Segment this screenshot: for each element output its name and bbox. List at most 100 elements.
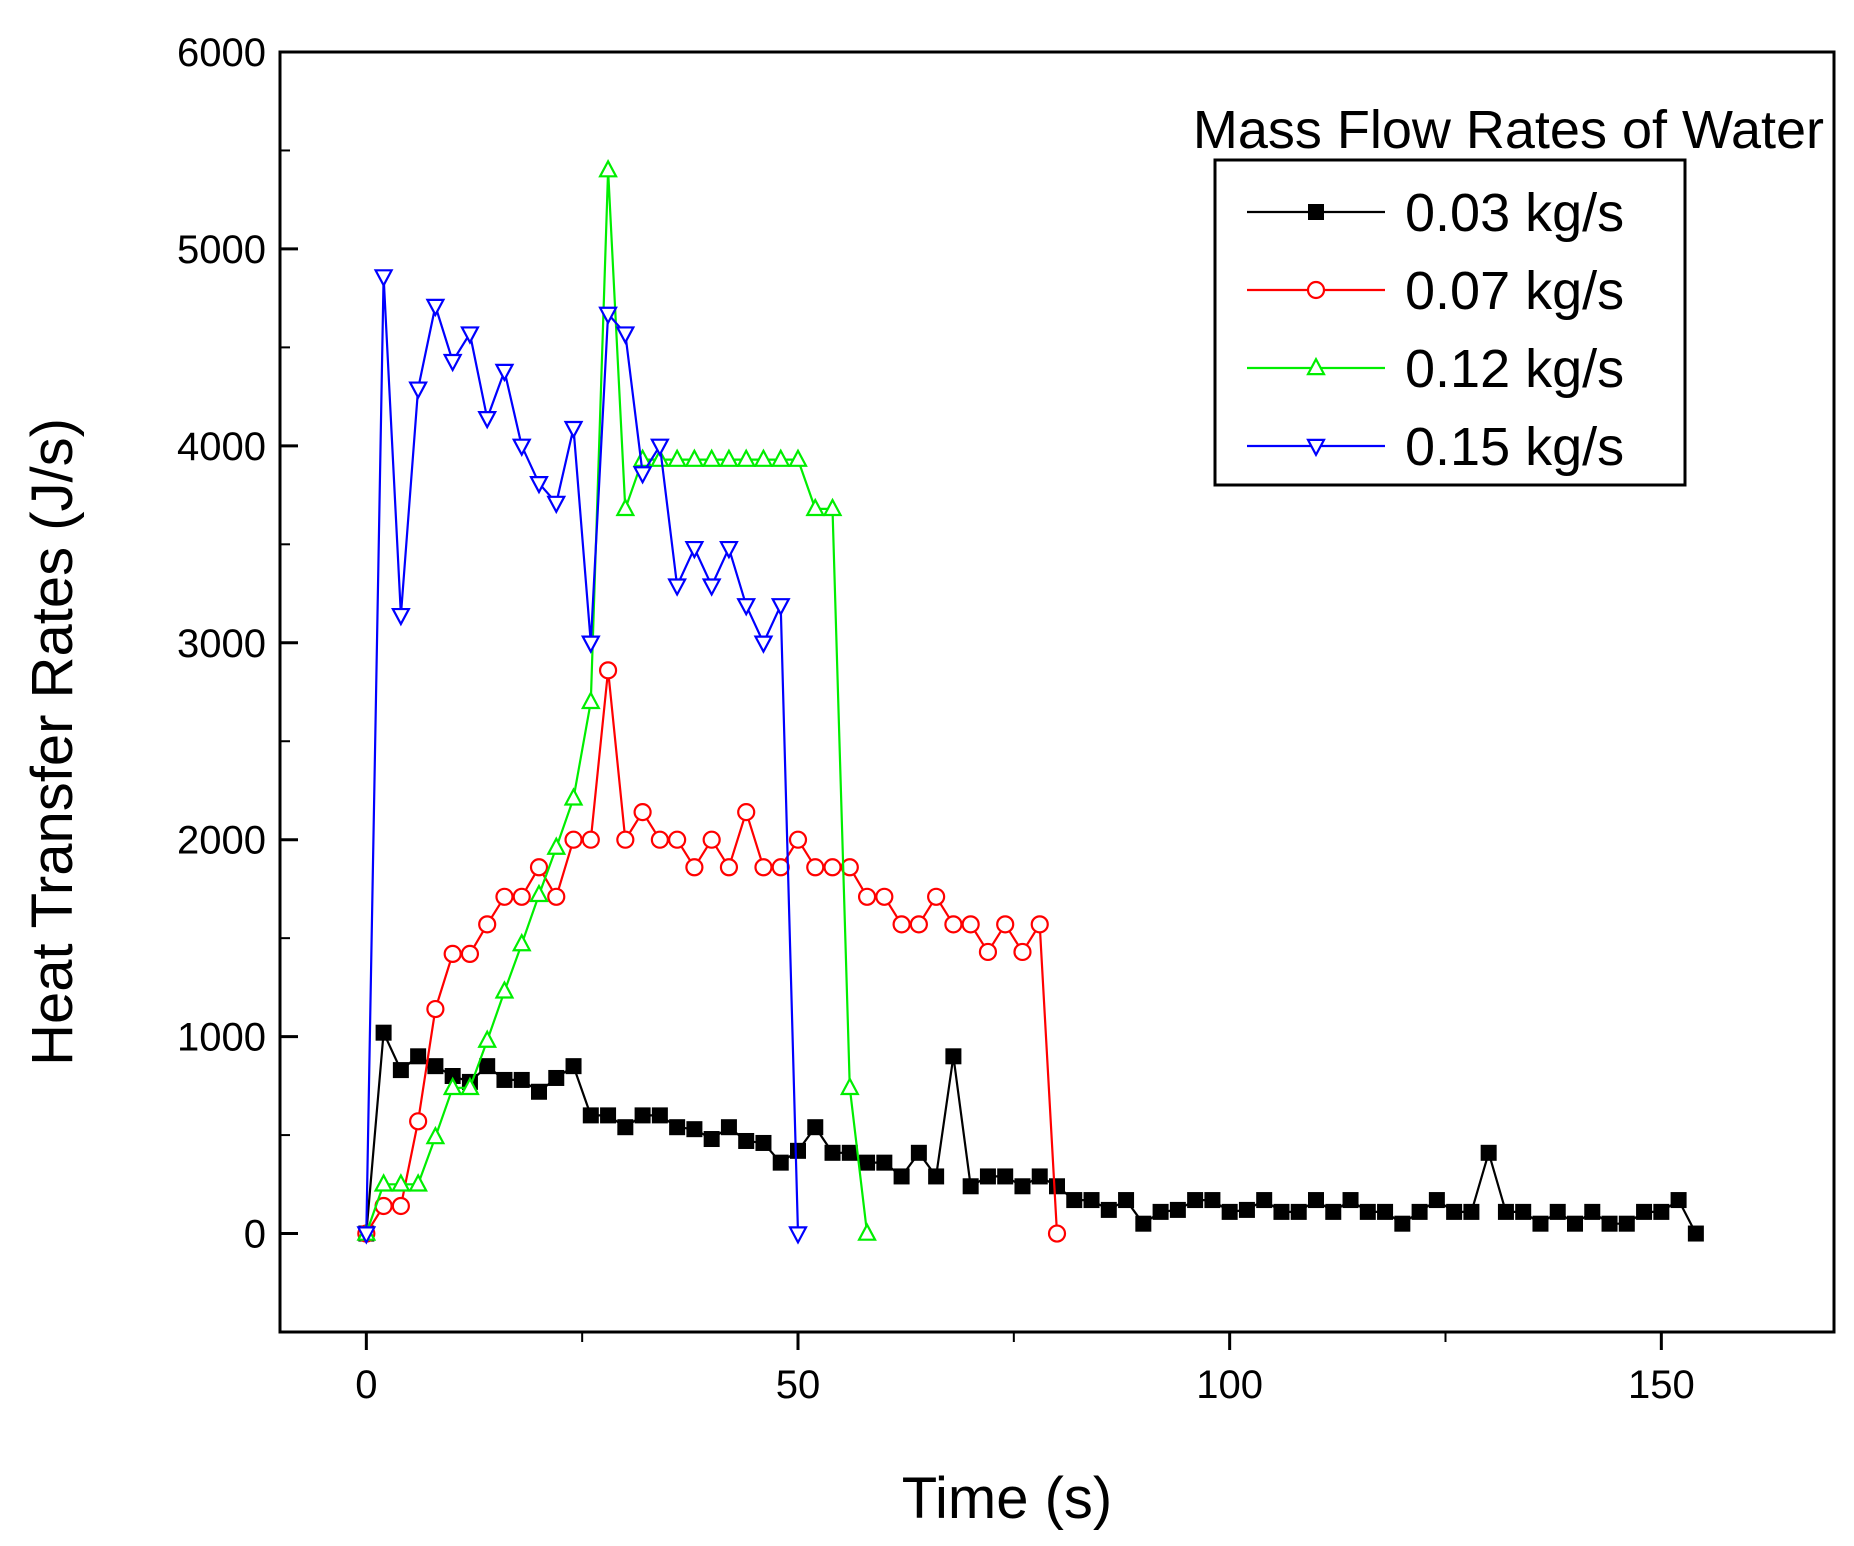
data-point [876, 1154, 893, 1171]
data-point [616, 830, 635, 849]
data-point [720, 1119, 737, 1136]
data-point [857, 1222, 877, 1241]
data-point [600, 1107, 617, 1124]
data-point [1428, 1192, 1445, 1209]
legend-marker [1308, 204, 1324, 220]
data-point [615, 326, 636, 345]
data-point [531, 1083, 547, 1100]
data-point [1687, 1225, 1704, 1242]
data-point [494, 363, 515, 383]
data-point [598, 306, 618, 326]
data-point [1497, 1203, 1514, 1220]
data-point [823, 858, 842, 877]
data-point [685, 858, 704, 877]
data-point [650, 438, 670, 457]
data-point [1394, 1215, 1411, 1232]
data-point [563, 787, 584, 806]
data-point [736, 448, 757, 467]
data-point [511, 438, 532, 457]
x-tick-label: 0 [355, 1363, 377, 1407]
data-point [581, 830, 600, 849]
data-point [1049, 1178, 1065, 1195]
data-point [807, 1119, 824, 1136]
data-point [633, 803, 652, 822]
legend-marker [1306, 438, 1326, 458]
data-point [928, 1168, 945, 1185]
data-point [841, 1144, 858, 1161]
data-point [753, 635, 774, 654]
data-point [1515, 1203, 1532, 1220]
data-point [1256, 1192, 1273, 1209]
data-point [944, 915, 963, 934]
data-point [651, 1107, 668, 1124]
legend-label: 0.07 kg/s [1405, 261, 1624, 321]
data-point [479, 1058, 496, 1075]
data-point [1013, 942, 1032, 962]
data-point [738, 1132, 755, 1149]
data-point [1670, 1192, 1687, 1209]
data-point [669, 1119, 686, 1136]
legend-item: 0.15 kg/s [1247, 417, 1624, 477]
tick-labels: 0 1000 2000 3000 4000 5000 6000 0 50 100 150 [177, 31, 1695, 1407]
data-point [442, 353, 463, 373]
legend-marker [1306, 280, 1326, 300]
data-point [684, 540, 705, 560]
data-point [1047, 1224, 1067, 1243]
y-tick-label: 2000 [177, 819, 266, 863]
legend-item: 0.07 kg/s [1247, 261, 1624, 321]
x-tick-label: 150 [1628, 1363, 1695, 1407]
data-point [1014, 1178, 1031, 1195]
data-point [444, 1068, 461, 1084]
data-point [598, 661, 618, 680]
data-point [650, 830, 669, 849]
data-point [478, 915, 497, 934]
data-point [425, 1125, 446, 1145]
data-point [408, 381, 428, 400]
data-point [513, 1071, 530, 1088]
data-point [667, 448, 687, 467]
data-point [1221, 1203, 1238, 1220]
data-point [409, 1112, 428, 1131]
data-point [788, 830, 808, 849]
data-point [1549, 1203, 1566, 1220]
data-point [564, 830, 583, 849]
data-point [425, 298, 446, 318]
data-point [822, 497, 843, 517]
data-point [684, 448, 705, 467]
series-0-15-kg-s [356, 269, 808, 1245]
data-point [996, 915, 1015, 934]
data-point [859, 1154, 876, 1171]
data-point [719, 448, 739, 467]
data-point [410, 1048, 427, 1065]
plot-area-frame [278, 50, 1836, 1334]
data-point [997, 1168, 1014, 1185]
data-point [373, 269, 394, 288]
data-point [442, 1076, 463, 1096]
legend-item: 0.03 kg/s [1247, 183, 1624, 243]
legend-label: 0.12 kg/s [1405, 339, 1624, 399]
data-point [893, 1168, 910, 1185]
data-point [806, 858, 825, 877]
data-point [668, 830, 687, 849]
data-point [1031, 1168, 1048, 1185]
data-point [1083, 1192, 1100, 1209]
data-point [1273, 1203, 1290, 1220]
x-axis-title: Time (s) [902, 1466, 1112, 1531]
data-point [1066, 1192, 1083, 1209]
data-point [460, 326, 480, 345]
data-point [1169, 1201, 1186, 1218]
data-point [477, 411, 498, 430]
data-point [840, 858, 859, 877]
data-point [650, 448, 670, 467]
y-tick-label: 3000 [177, 622, 266, 666]
axis-ticks [280, 50, 1663, 1350]
data-point [703, 1131, 720, 1148]
legend-marker [1306, 356, 1326, 376]
data-point [1238, 1201, 1255, 1218]
data-point [1118, 1192, 1135, 1209]
data-point [1342, 1192, 1359, 1209]
data-point [512, 887, 531, 906]
data-point [772, 1154, 789, 1171]
data-point [615, 497, 636, 517]
data-point [788, 448, 808, 467]
